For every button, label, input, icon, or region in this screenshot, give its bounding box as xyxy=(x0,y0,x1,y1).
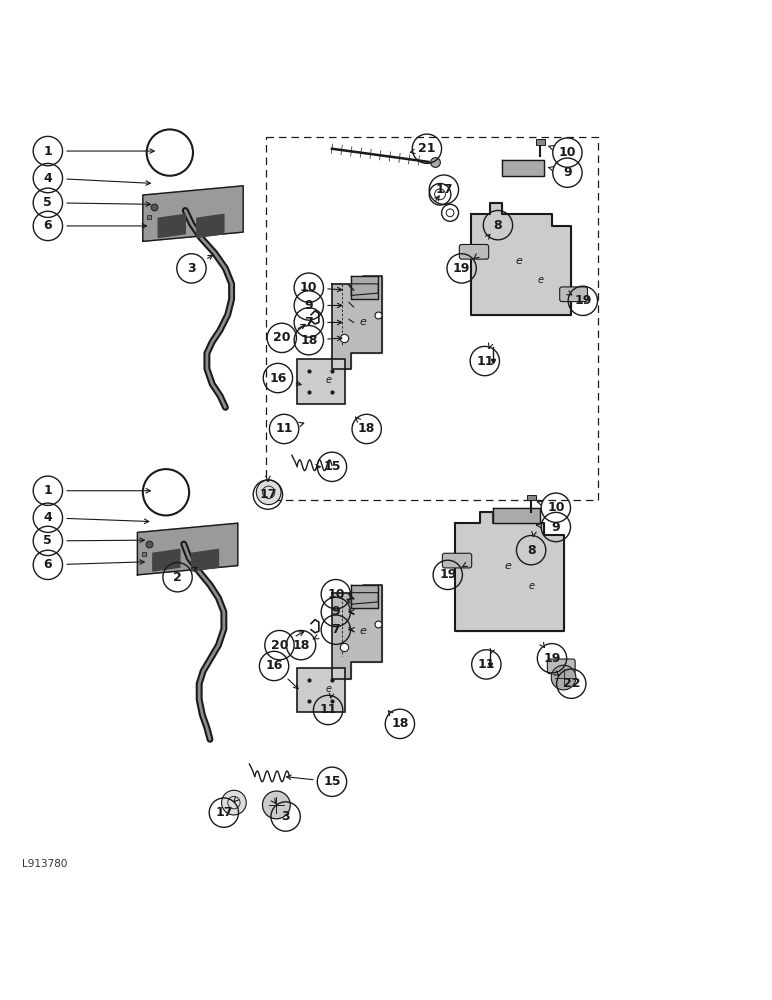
Circle shape xyxy=(551,665,576,690)
Text: 19: 19 xyxy=(543,652,560,665)
Text: 17: 17 xyxy=(215,806,232,819)
Text: 16: 16 xyxy=(269,372,286,385)
Text: 7: 7 xyxy=(304,316,313,329)
Text: 17: 17 xyxy=(435,183,452,196)
Text: 18: 18 xyxy=(300,334,317,347)
Text: 10: 10 xyxy=(300,281,317,294)
Text: 8: 8 xyxy=(527,544,536,557)
Text: e: e xyxy=(528,581,534,591)
Text: 18: 18 xyxy=(358,422,375,435)
Text: 11: 11 xyxy=(478,658,495,671)
Text: 4: 4 xyxy=(43,511,52,524)
Text: 21: 21 xyxy=(418,142,435,155)
Text: 10: 10 xyxy=(327,588,344,601)
Bar xyxy=(297,668,345,712)
Text: e: e xyxy=(325,684,331,694)
Text: 3: 3 xyxy=(187,262,196,275)
Text: 6: 6 xyxy=(43,219,52,232)
Text: e: e xyxy=(537,275,543,285)
Circle shape xyxy=(256,480,281,505)
Text: e: e xyxy=(360,626,366,636)
Text: 15: 15 xyxy=(323,460,340,473)
Text: L913780: L913780 xyxy=(22,859,67,869)
Text: 15: 15 xyxy=(323,775,340,788)
Circle shape xyxy=(262,791,290,819)
Text: 11: 11 xyxy=(320,703,337,716)
Text: e: e xyxy=(360,317,366,327)
Bar xyxy=(536,139,545,145)
Text: 7: 7 xyxy=(331,623,340,636)
Text: 1: 1 xyxy=(43,145,52,158)
Polygon shape xyxy=(351,593,378,604)
Text: 4: 4 xyxy=(43,172,52,185)
Text: e: e xyxy=(505,561,511,571)
Text: 17: 17 xyxy=(259,488,276,501)
Polygon shape xyxy=(351,284,378,295)
FancyBboxPatch shape xyxy=(547,659,575,674)
Text: 9: 9 xyxy=(551,521,560,534)
Text: 1: 1 xyxy=(43,484,52,497)
Text: e: e xyxy=(325,375,331,385)
Text: 18: 18 xyxy=(293,639,310,652)
Text: 8: 8 xyxy=(493,219,503,232)
Polygon shape xyxy=(197,214,224,238)
Circle shape xyxy=(222,790,246,815)
Text: 11: 11 xyxy=(476,355,493,368)
FancyBboxPatch shape xyxy=(442,553,472,568)
Text: 19: 19 xyxy=(453,262,470,275)
Text: 5: 5 xyxy=(43,196,52,209)
Polygon shape xyxy=(332,585,382,679)
Text: 16: 16 xyxy=(266,659,283,672)
Polygon shape xyxy=(158,214,185,238)
Polygon shape xyxy=(332,276,382,369)
Polygon shape xyxy=(351,585,378,608)
Text: 10: 10 xyxy=(559,146,576,159)
Text: 9: 9 xyxy=(331,605,340,618)
Polygon shape xyxy=(191,549,218,571)
Text: e: e xyxy=(516,256,522,266)
Text: 9: 9 xyxy=(563,166,572,179)
Polygon shape xyxy=(153,549,180,571)
Text: 10: 10 xyxy=(547,501,564,514)
Text: 18: 18 xyxy=(391,717,408,730)
Circle shape xyxy=(143,469,189,515)
FancyBboxPatch shape xyxy=(560,287,587,302)
Text: 20: 20 xyxy=(273,331,290,344)
Text: 5: 5 xyxy=(43,534,52,547)
Polygon shape xyxy=(143,186,243,241)
Text: 19: 19 xyxy=(574,294,591,307)
Polygon shape xyxy=(493,508,540,523)
Polygon shape xyxy=(471,203,571,315)
Text: 3: 3 xyxy=(281,810,290,823)
Polygon shape xyxy=(137,523,238,575)
Bar xyxy=(297,359,345,403)
FancyBboxPatch shape xyxy=(459,244,489,259)
Text: 11: 11 xyxy=(276,422,293,435)
Text: 19: 19 xyxy=(439,568,456,581)
Polygon shape xyxy=(351,276,378,299)
Text: 22: 22 xyxy=(563,677,580,690)
Text: 9: 9 xyxy=(304,299,313,312)
Polygon shape xyxy=(455,512,564,631)
Text: 2: 2 xyxy=(173,571,182,584)
Polygon shape xyxy=(502,160,544,176)
Circle shape xyxy=(147,129,193,176)
Text: 20: 20 xyxy=(271,639,288,652)
Text: 6: 6 xyxy=(43,558,52,571)
Bar xyxy=(527,495,536,500)
